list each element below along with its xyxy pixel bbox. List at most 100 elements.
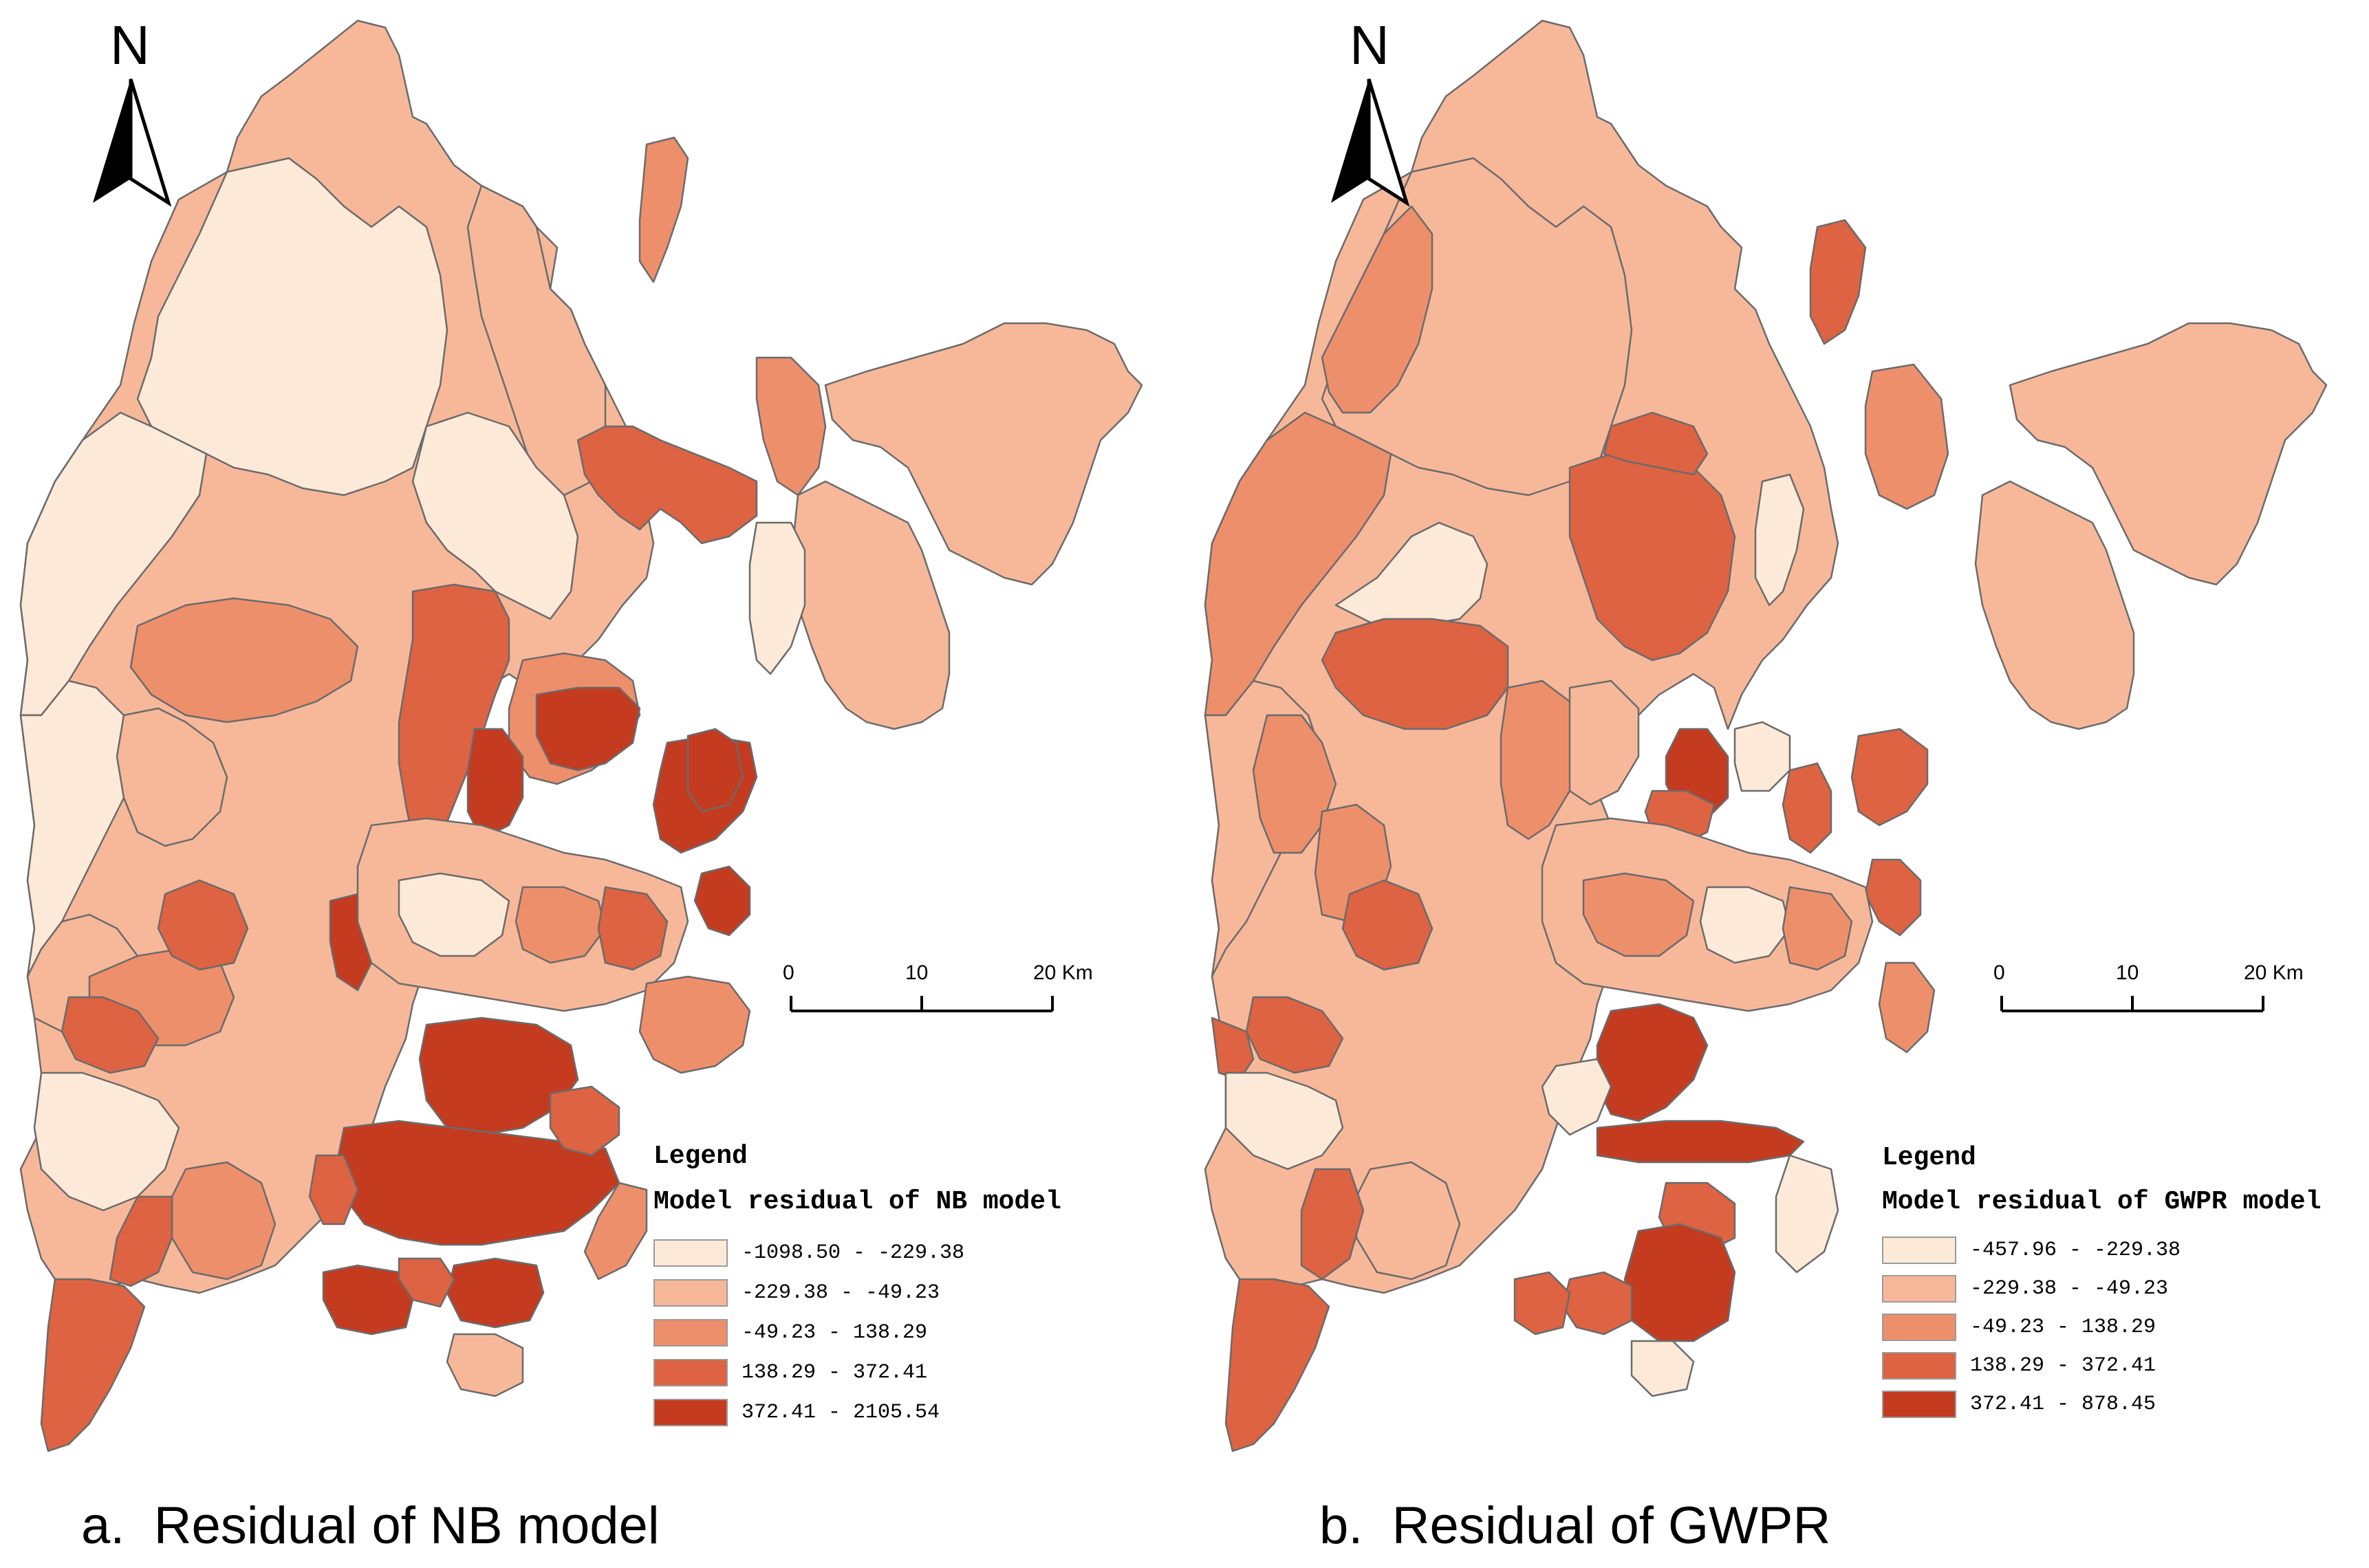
region — [1252, 714, 1337, 854]
region — [1864, 363, 1949, 510]
region — [1596, 1120, 1805, 1164]
region — [1204, 411, 1392, 717]
legend-swatch — [1882, 1314, 1956, 1341]
legend-label: -229.38 - -49.23 — [1970, 1277, 2169, 1300]
region — [1541, 1058, 1612, 1136]
legend-item: -229.38 - -49.23 — [653, 1278, 940, 1308]
region — [1809, 219, 1867, 345]
legend-item: -457.96 - -229.38 — [1882, 1235, 2181, 1265]
region — [1513, 1271, 1571, 1336]
region — [1974, 480, 2135, 730]
region — [1596, 1003, 1709, 1122]
legend-item: 138.29 - 372.41 — [653, 1358, 927, 1388]
caption-letter: a. — [81, 1496, 125, 1555]
region — [129, 597, 359, 723]
region — [2009, 322, 2328, 586]
scale-bar — [2000, 996, 2264, 1012]
region — [336, 1120, 620, 1246]
scale-tick-0: 0 — [783, 961, 794, 984]
region — [1568, 679, 1640, 806]
north-arrow-icon — [1331, 78, 1410, 206]
region — [446, 1257, 545, 1329]
legend-label: -49.23 - 138.29 — [742, 1321, 928, 1344]
legend-item: 372.41 - 878.45 — [1882, 1389, 2156, 1419]
region — [1775, 1154, 1839, 1274]
region — [308, 1154, 359, 1226]
region — [1224, 1071, 1344, 1170]
region — [1500, 679, 1578, 840]
choropleth-map-nb — [19, 19, 1143, 1452]
legend-swatch — [653, 1399, 728, 1426]
legend-label: -229.38 - -49.23 — [742, 1281, 940, 1305]
region — [790, 480, 951, 730]
region — [583, 1182, 648, 1281]
legend-swatch — [1882, 1391, 1956, 1418]
region — [1850, 728, 1929, 827]
north-arrow-icon — [93, 78, 172, 206]
legend-item: 138.29 - 372.41 — [1882, 1351, 2156, 1381]
region — [693, 865, 751, 937]
legend-item: -49.23 - 138.29 — [1882, 1312, 2156, 1342]
scale-tick-20: 20 Km — [2244, 961, 2304, 984]
legend-swatch — [1882, 1237, 1956, 1264]
legend-subtitle: Model residual of GWPR model — [1882, 1187, 2322, 1217]
region — [19, 679, 139, 978]
region — [1623, 1223, 1736, 1342]
region — [1211, 1016, 1255, 1081]
region — [109, 1195, 173, 1287]
region — [549, 1085, 620, 1157]
region — [755, 356, 827, 497]
region — [418, 1016, 579, 1136]
region — [748, 521, 806, 675]
region — [40, 1278, 146, 1452]
region — [1321, 205, 1434, 414]
region — [1878, 961, 1936, 1054]
region — [1699, 886, 1791, 964]
legend-label: 138.29 - 372.41 — [1970, 1354, 2156, 1378]
region — [61, 996, 160, 1074]
legend-item: -1098.50 - -229.38 — [653, 1238, 964, 1268]
region — [136, 157, 448, 497]
scale-tick-10: 10 — [2116, 961, 2139, 984]
panel-caption: b. Residual of GWPR — [1319, 1496, 1830, 1556]
region — [1300, 1168, 1365, 1281]
north-label: N — [110, 14, 150, 76]
scale-bar — [790, 996, 1054, 1012]
region — [638, 975, 751, 1074]
region — [1733, 721, 1791, 792]
region — [638, 136, 689, 283]
region — [1561, 1271, 1633, 1336]
region — [597, 886, 669, 971]
region — [446, 1333, 524, 1397]
region — [1341, 879, 1434, 971]
panel-caption: a. Residual of NB model — [81, 1496, 660, 1556]
legend-label: -1098.50 - -229.38 — [742, 1241, 965, 1265]
legend-label: 372.41 - 2105.54 — [742, 1401, 940, 1424]
scale-tick-20: 20 Km — [1033, 961, 1093, 984]
region — [19, 411, 208, 717]
caption-text: Residual of NB model — [153, 1496, 660, 1555]
north-label: N — [1350, 14, 1389, 76]
legend-label: -457.96 - -229.38 — [1970, 1239, 2181, 1262]
region — [1321, 618, 1509, 730]
legend-item: -49.23 - 138.29 — [653, 1318, 927, 1348]
region — [116, 707, 228, 847]
region — [515, 886, 607, 964]
legend-item: 372.41 - 2105.54 — [653, 1397, 940, 1428]
caption-text: Residual of GWPR — [1392, 1496, 1831, 1555]
region — [1245, 996, 1344, 1074]
region — [411, 411, 579, 620]
region — [1782, 762, 1832, 854]
region — [1782, 886, 1853, 971]
legend-swatch — [653, 1279, 728, 1307]
legend-title: Legend — [1882, 1143, 1976, 1173]
legend-swatch — [653, 1359, 728, 1386]
legend-label: 372.41 - 878.45 — [1970, 1393, 2156, 1416]
legend-label: -49.23 - 138.29 — [1970, 1316, 2156, 1339]
legend-swatch — [1882, 1352, 1956, 1380]
region — [398, 1257, 455, 1308]
legend-subtitle: Model residual of NB model — [653, 1187, 1061, 1217]
map-panel-nb: N 0 10 20 Km Legend Model residual of NB… — [0, 0, 1184, 1568]
choropleth-map-gwpr — [1204, 19, 2328, 1452]
region — [33, 1071, 180, 1212]
